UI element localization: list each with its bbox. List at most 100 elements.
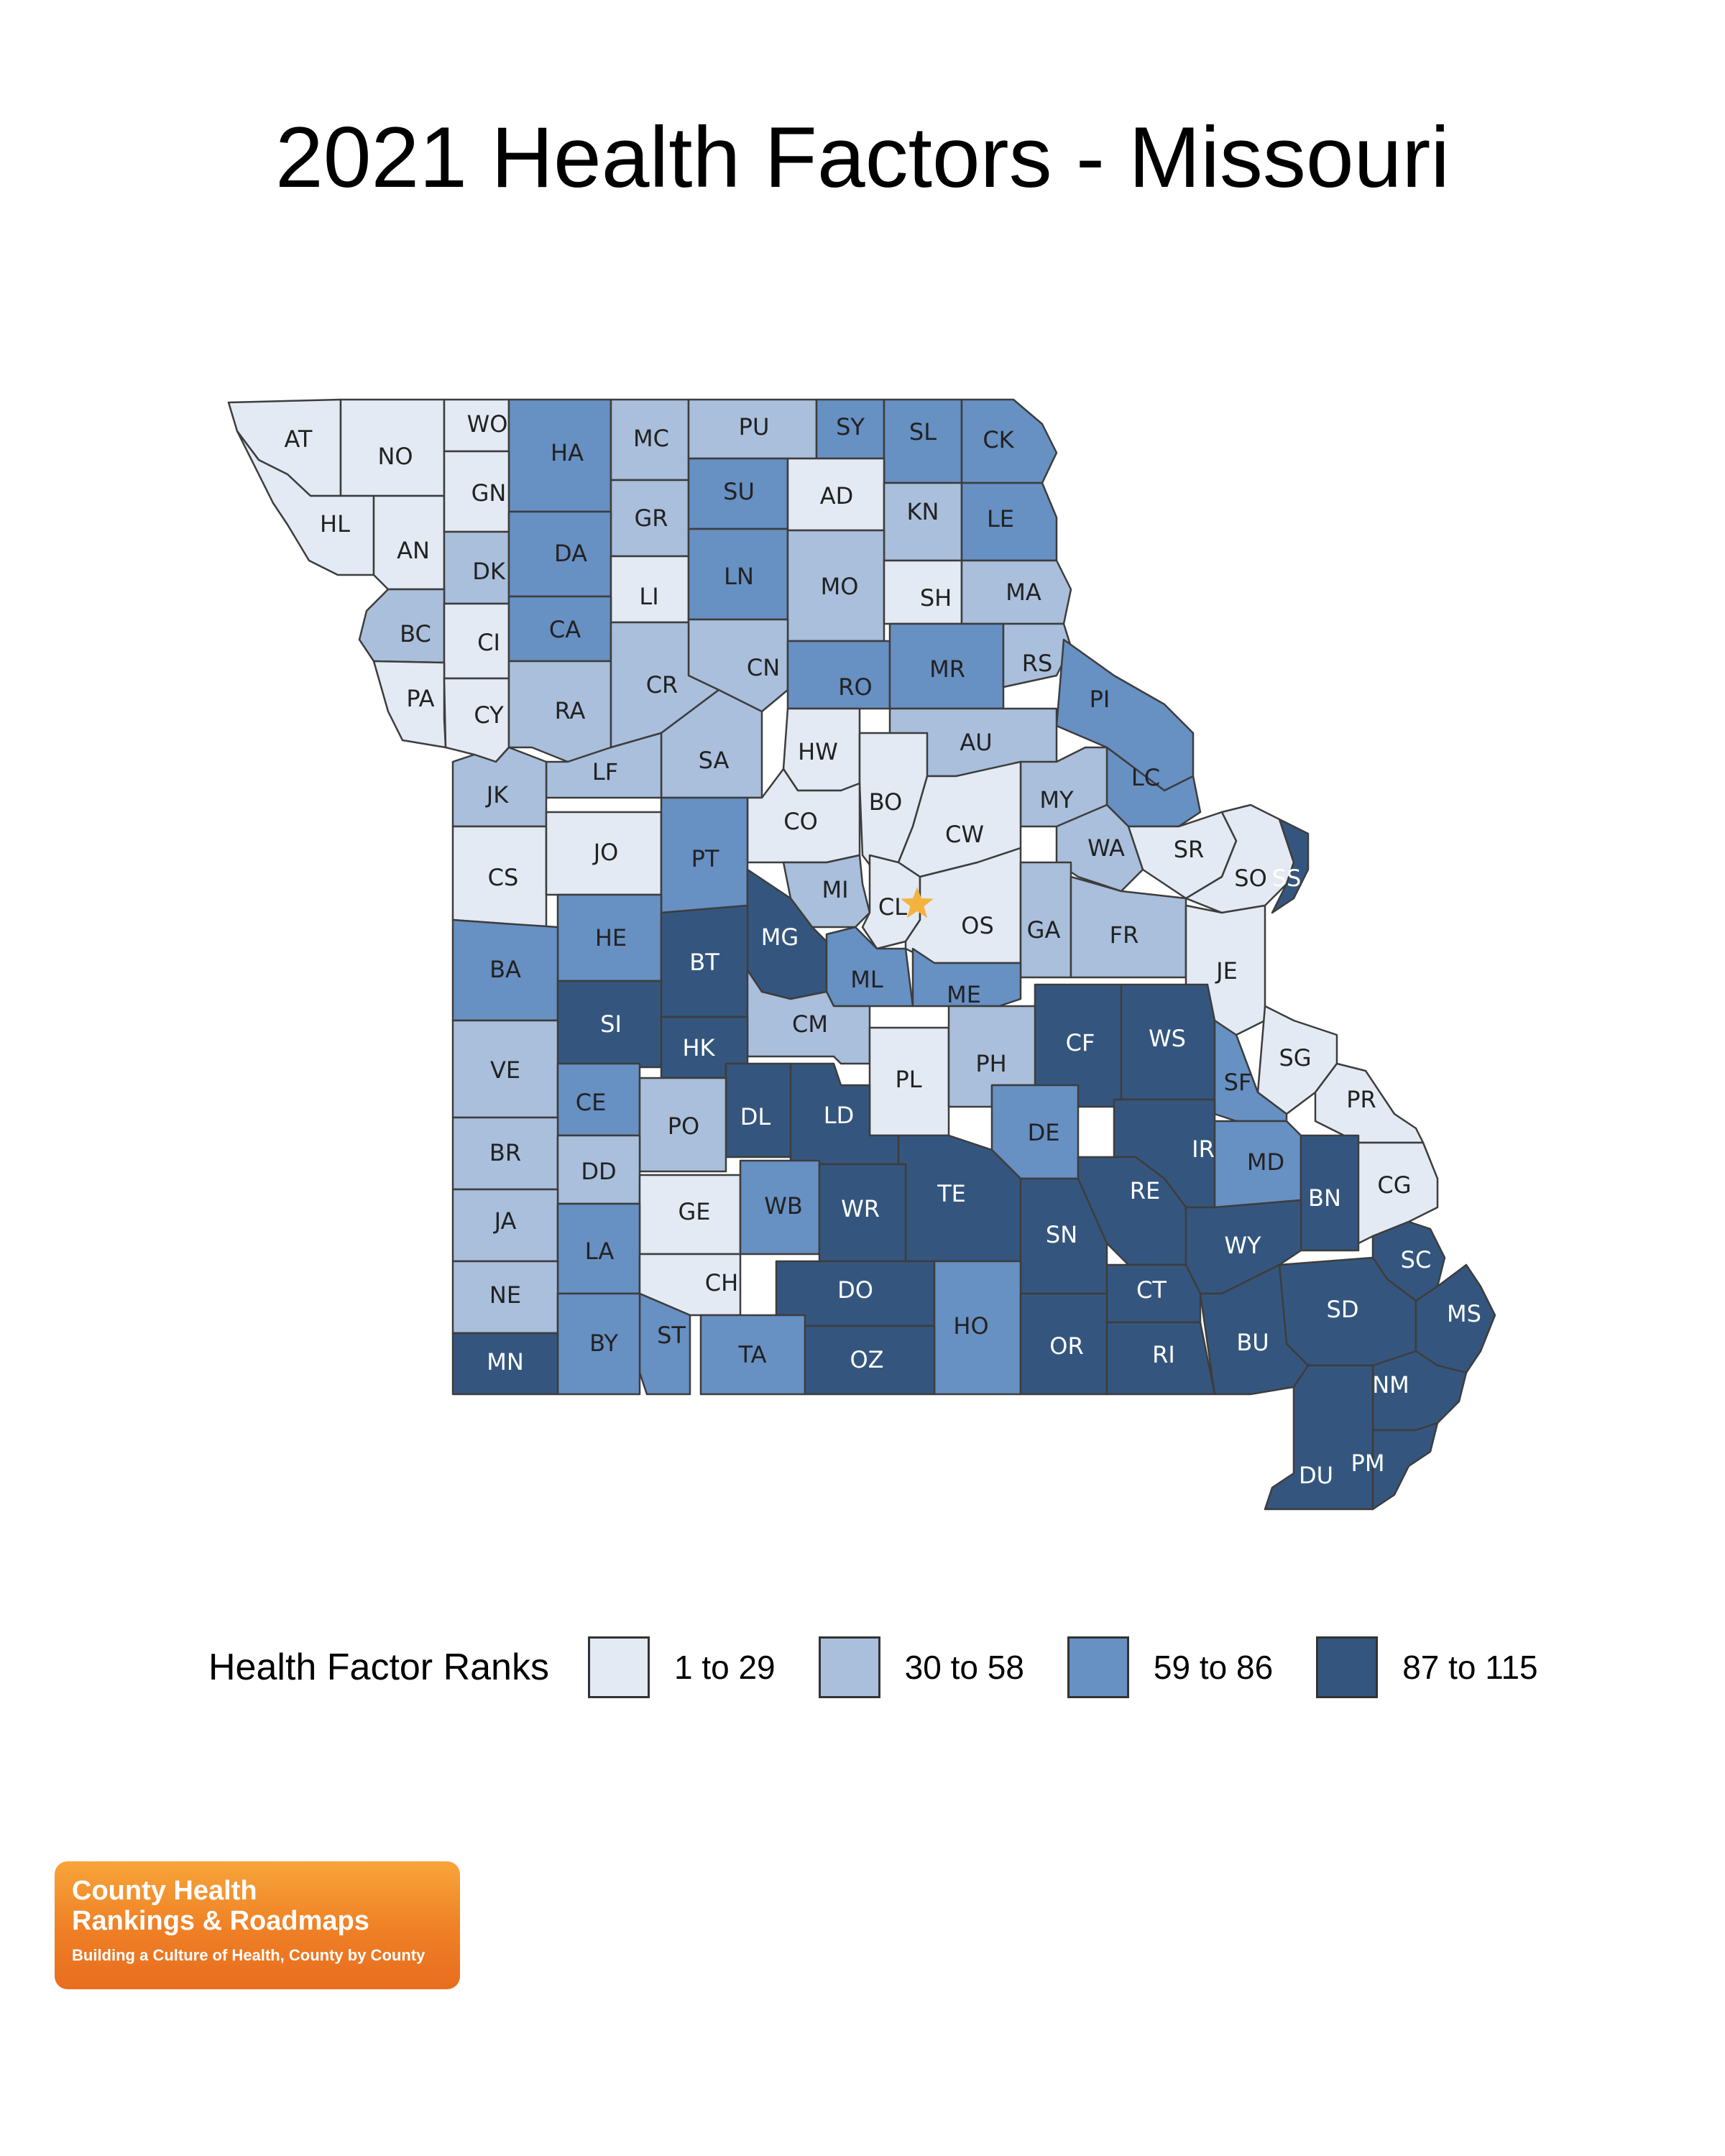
legend-label: 1 to 29 — [673, 1649, 776, 1686]
county-label-sn: SN — [1046, 1221, 1077, 1248]
county-label-ge: GE — [678, 1198, 710, 1225]
county-label-wa: WA — [1087, 834, 1125, 862]
county-label-fr: FR — [1110, 921, 1139, 949]
county-label-so: SO — [1234, 865, 1267, 892]
county-label-ml: ML — [850, 966, 883, 993]
county-label-kn: KN — [907, 498, 939, 525]
county-label-sc: SC — [1401, 1246, 1432, 1273]
county-label-mr: MR — [929, 655, 965, 683]
legend-label: 87 to 115 — [1402, 1649, 1538, 1686]
county-label-cw: CW — [945, 821, 984, 848]
county-label-mo: MO — [821, 573, 859, 600]
county-label-pm: PM — [1351, 1450, 1385, 1477]
county-label-my: MY — [1039, 786, 1074, 814]
county-label-an: AN — [397, 537, 430, 564]
county-label-ms: MS — [1447, 1300, 1481, 1327]
county-label-si: SI — [600, 1010, 622, 1038]
county-label-bo: BO — [869, 788, 903, 816]
county-label-lc: LC — [1131, 764, 1160, 791]
county-label-hk: HK — [682, 1034, 715, 1061]
county-label-hw: HW — [798, 738, 838, 765]
county-le — [960, 482, 1058, 562]
county-label-co: CO — [783, 808, 818, 835]
county-label-ri: RI — [1152, 1341, 1175, 1368]
county-label-pr: PR — [1346, 1086, 1376, 1113]
county-label-ba: BA — [489, 956, 521, 983]
county-label-ss: SS — [1272, 865, 1302, 892]
county-label-au: AU — [960, 729, 992, 756]
county-label-de: DE — [1028, 1119, 1060, 1146]
county-oz — [804, 1325, 936, 1396]
county-label-ph: PH — [975, 1050, 1006, 1077]
county-sf — [1213, 1019, 1288, 1123]
county-ba — [451, 918, 559, 1022]
county-label-do: DO — [837, 1276, 873, 1304]
county-label-pu: PU — [739, 413, 770, 441]
county-label-sa: SA — [699, 747, 730, 774]
county-label-gr: GR — [634, 505, 668, 532]
county-label-bc: BC — [400, 620, 431, 648]
county-label-or: OR — [1049, 1332, 1083, 1360]
county-label-mg: MG — [761, 923, 799, 951]
county-label-at: AT — [285, 425, 313, 453]
legend-swatch — [818, 1636, 880, 1698]
county-label-su: SU — [723, 478, 755, 505]
county-label-ct: CT — [1136, 1276, 1167, 1304]
legend-swatch — [1067, 1636, 1129, 1698]
county-label-ra: RA — [555, 697, 586, 724]
county-label-cm: CM — [792, 1010, 828, 1038]
county-label-pa: PA — [406, 685, 434, 712]
county-label-cy: CY — [474, 701, 504, 729]
legend-title: Health Factor Ranks — [208, 1646, 549, 1688]
county-label-dl: DL — [740, 1103, 771, 1130]
county-label-ja: JA — [493, 1207, 517, 1235]
county-label-sr: SR — [1174, 836, 1205, 863]
county-label-dd: DD — [581, 1158, 616, 1185]
county-label-bu: BU — [1236, 1329, 1269, 1356]
county-label-pl: PL — [895, 1066, 921, 1093]
county-mn — [451, 1332, 559, 1396]
county-label-ro: RO — [838, 673, 872, 701]
county-label-dk: DK — [472, 558, 506, 585]
legend-swatch — [1316, 1636, 1379, 1698]
county-label-ad: AD — [820, 482, 854, 510]
county-label-he: HE — [595, 924, 627, 952]
county-label-ck: CK — [983, 426, 1014, 453]
county-label-wb: WB — [764, 1192, 803, 1220]
county-label-mn: MN — [487, 1348, 524, 1376]
county-bn — [1300, 1134, 1360, 1252]
county-label-cn: CN — [747, 654, 780, 681]
county-ss — [1271, 818, 1310, 914]
county-label-ta: TA — [738, 1341, 767, 1368]
county-label-sd: SD — [1327, 1296, 1359, 1323]
county-label-mi: MI — [822, 876, 848, 903]
county-label-ha: HA — [551, 439, 584, 466]
map-title: 2021 Health Factors - Missouri — [275, 109, 1450, 206]
county-label-wr: WR — [841, 1195, 880, 1222]
county-label-po: PO — [668, 1112, 699, 1140]
county-label-sy: SY — [836, 413, 865, 441]
county-label-ch: CH — [705, 1269, 738, 1296]
county-label-ve: VE — [490, 1056, 520, 1084]
county-label-pi: PI — [1090, 686, 1110, 713]
legend: Health Factor Ranks 1 to 29 30 to 58 59 … — [208, 1631, 1581, 1703]
county-label-os: OS — [961, 912, 994, 939]
county-label-mc: MC — [633, 425, 669, 452]
county-label-sh: SH — [920, 584, 952, 612]
county-label-me: ME — [947, 981, 981, 1008]
county-label-wy: WY — [1224, 1232, 1261, 1259]
county-label-ce: CE — [576, 1089, 607, 1116]
county-label-ir: IR — [1192, 1135, 1215, 1163]
county-label-te: TE — [937, 1180, 966, 1207]
legend-item-30-to-58: 30 to 58 — [818, 1636, 1046, 1698]
county-cg — [1357, 1141, 1439, 1245]
county-co — [746, 768, 861, 864]
county-label-ma: MA — [1006, 579, 1041, 606]
county-du — [1264, 1364, 1374, 1511]
county-me — [911, 947, 1022, 1008]
county-my — [1019, 746, 1108, 828]
county-label-ga: GA — [1027, 916, 1061, 944]
county-label-ci: CI — [477, 629, 500, 656]
county-label-cl: CL — [878, 893, 907, 921]
